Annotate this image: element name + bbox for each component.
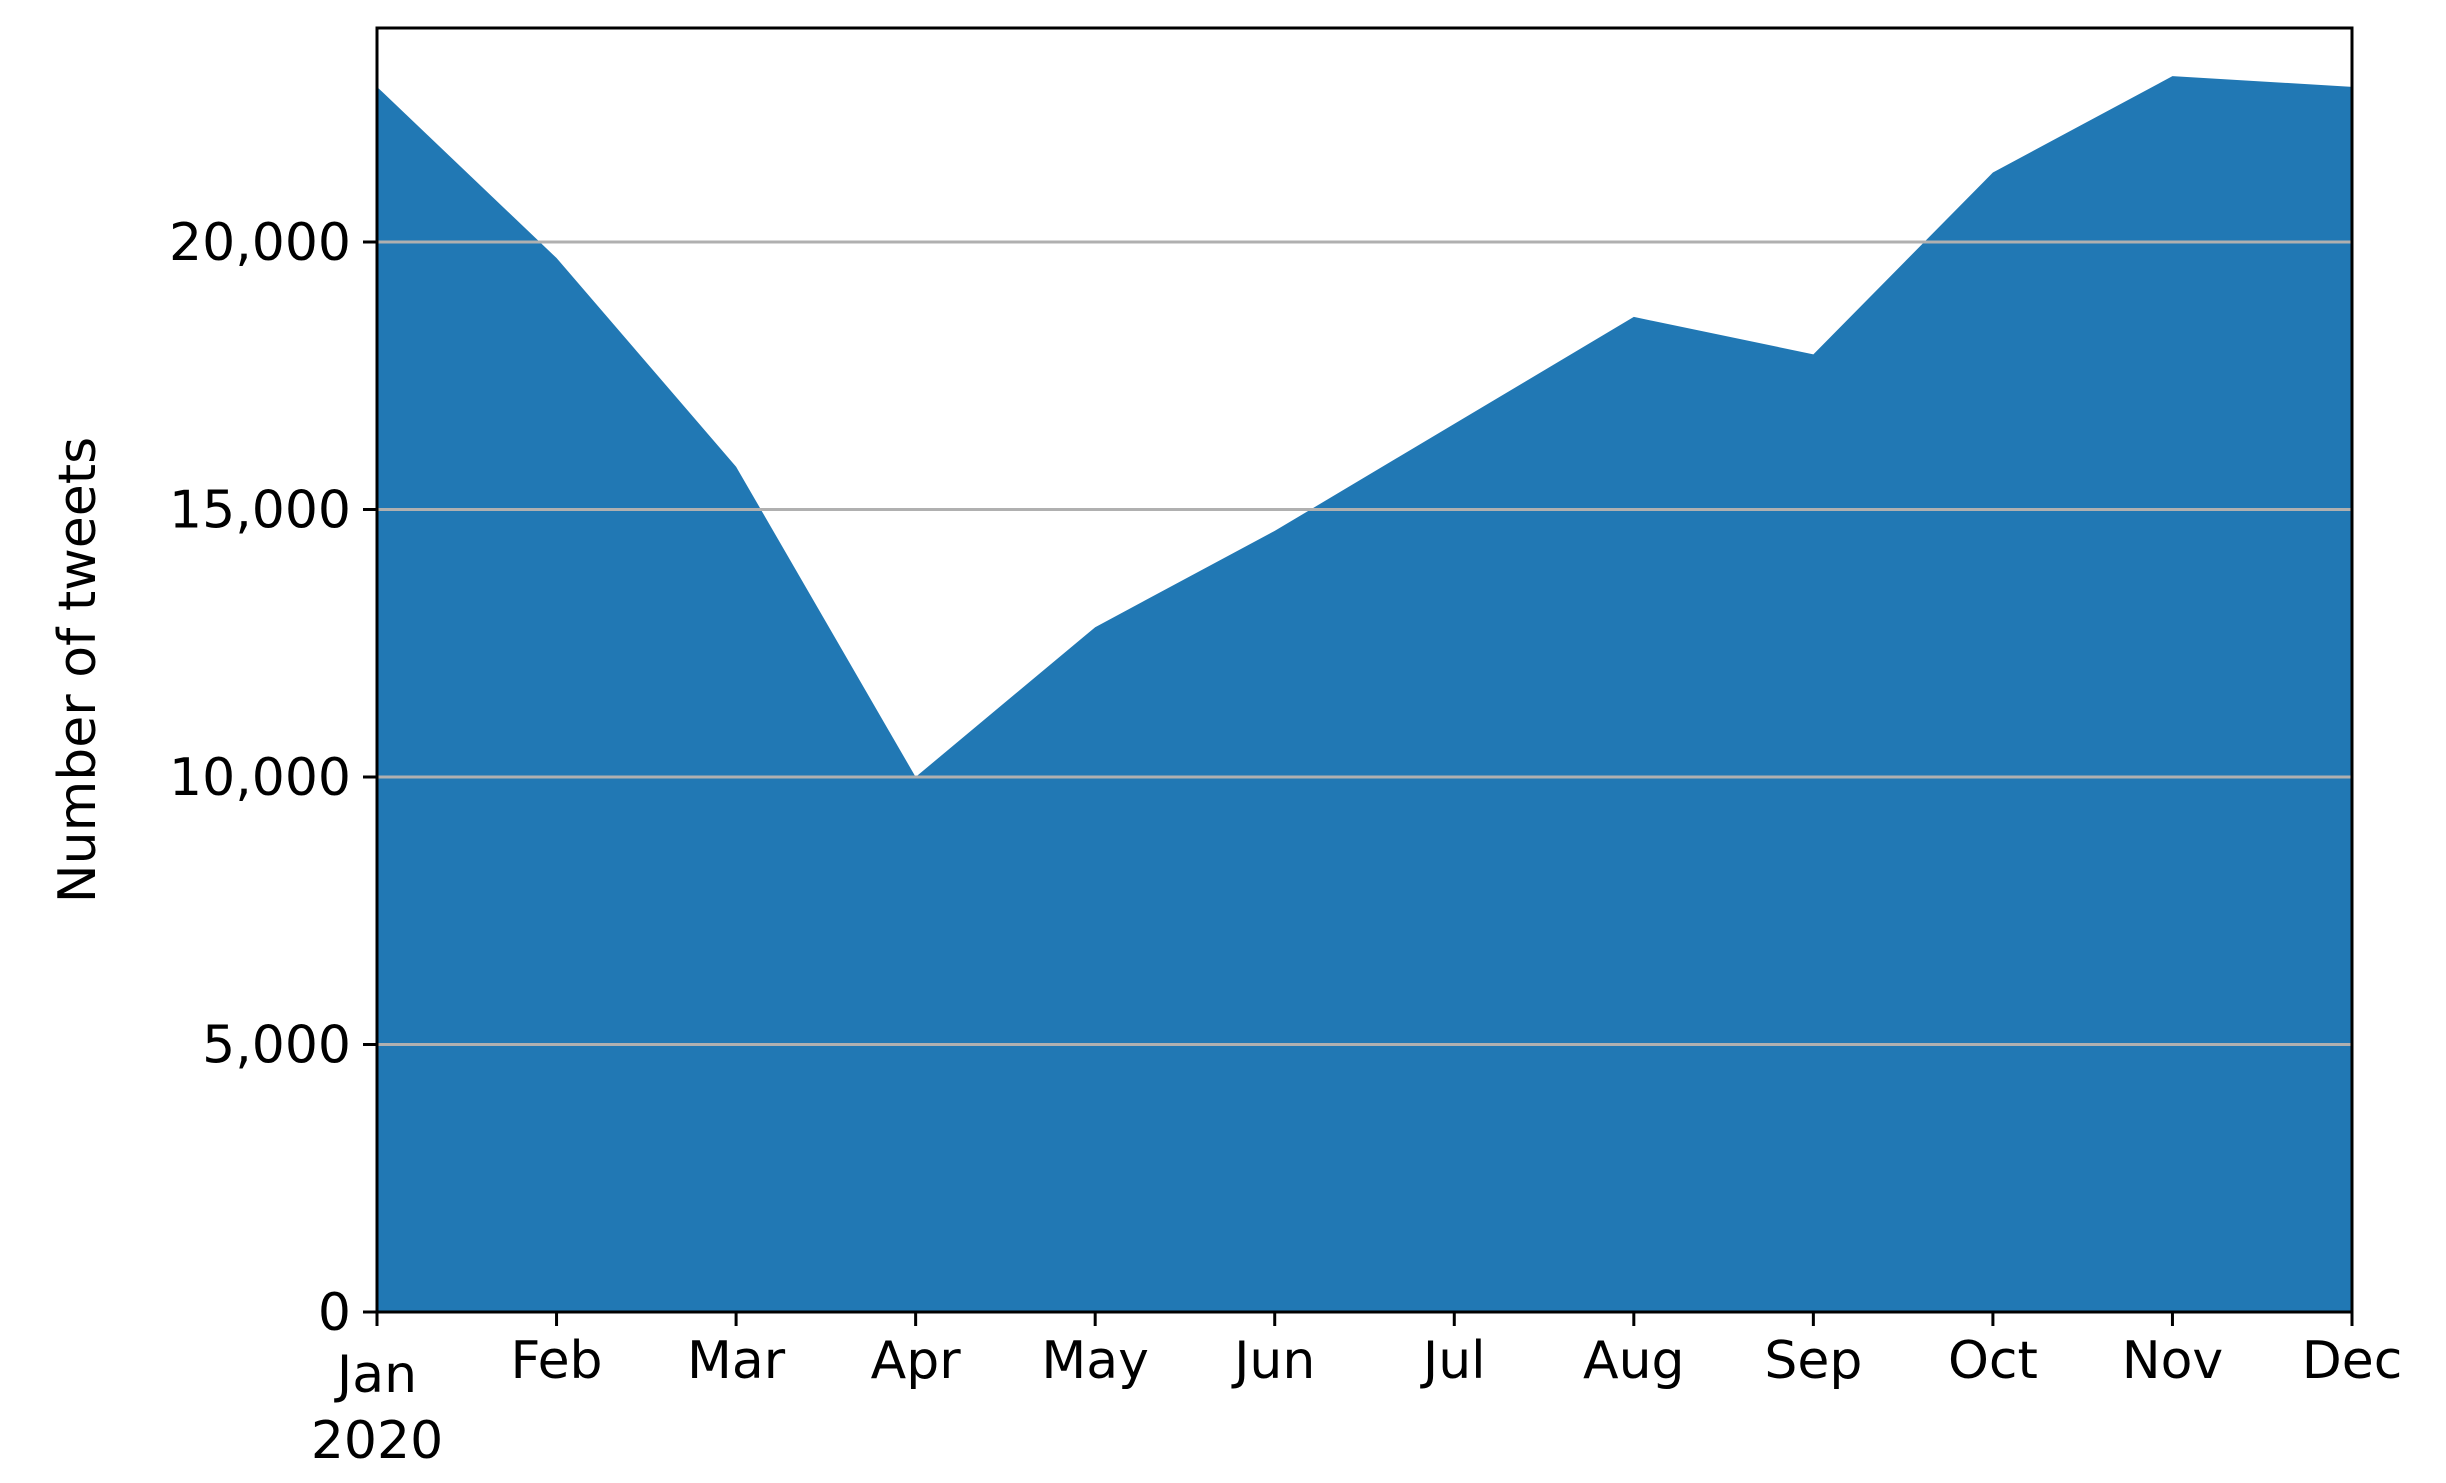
area-fill	[377, 76, 2352, 1312]
x-tick-label: Jan	[334, 1345, 417, 1405]
x-tick-label: Apr	[871, 1331, 962, 1391]
y-axis-label: Number of tweets	[48, 437, 108, 903]
x-tick-label: Jul	[1420, 1331, 1486, 1391]
x-tick-year-label: 2020	[311, 1411, 443, 1471]
y-tick-label: 5,000	[202, 1016, 351, 1076]
y-tick-label: 10,000	[169, 748, 351, 808]
plot-frame	[375, 26, 2354, 1314]
x-tick-label: Sep	[1764, 1331, 1862, 1391]
y-tick-label: 0	[318, 1283, 351, 1343]
x-tick-label: Oct	[1948, 1331, 2038, 1391]
y-tick-label: 20,000	[169, 213, 351, 273]
y-tick-label: 15,000	[169, 481, 351, 541]
x-tick-label: Feb	[511, 1331, 603, 1391]
x-tick-label: Mar	[687, 1331, 786, 1391]
x-tick-label: Dec	[2302, 1331, 2403, 1391]
x-tick-label: Nov	[2122, 1331, 2224, 1391]
x-tick-label: Aug	[1583, 1331, 1685, 1391]
x-tick-label: May	[1041, 1331, 1149, 1391]
x-tick-label: Jun	[1231, 1331, 1315, 1391]
